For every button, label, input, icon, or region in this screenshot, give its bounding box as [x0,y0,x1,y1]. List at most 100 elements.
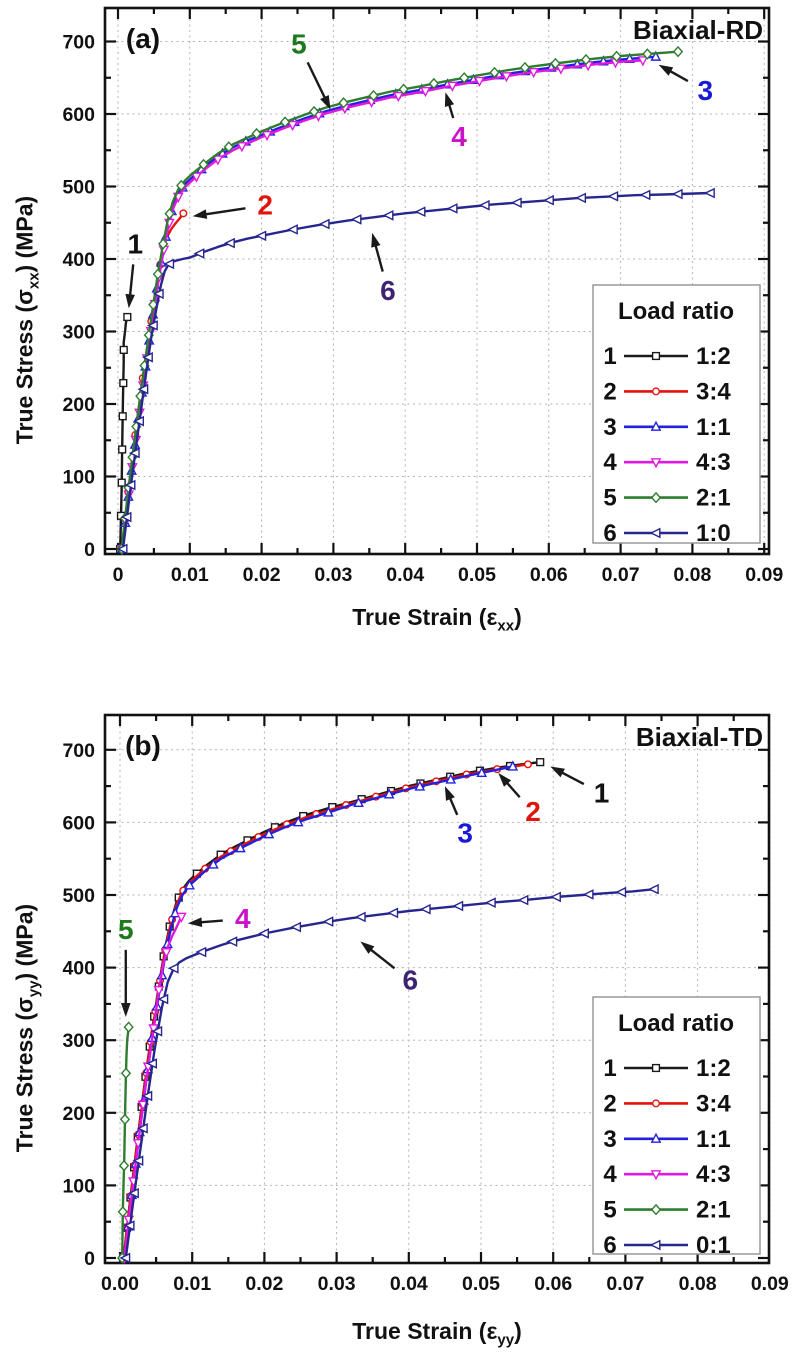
annotation-arrowhead [360,941,375,954]
marker-triangle-left [382,210,394,221]
marker-triangle-left [132,1155,144,1167]
marker-diamond [251,127,262,140]
marker-triangle-left [146,320,158,331]
annotations: 1 2 5 4 3 6 [125,28,714,309]
annotation-label-6: 6 [380,275,396,306]
legend-item-number: 4 [603,449,617,476]
marker-triangle-left [322,916,334,927]
marker-diamond [148,298,159,311]
annotation-label-1: 1 [594,777,610,808]
series-6-ratio-1-0 [116,187,715,555]
y-tick-label: 200 [62,394,95,416]
marker-triangle-left [484,897,496,908]
marker-diamond [117,1206,128,1218]
legend-box [592,284,761,544]
legend-item-ratio: 1:1 [696,414,731,441]
marker-circle [179,209,188,218]
marker-triangle-up [650,1132,662,1143]
marker-diamond [198,158,209,171]
marker-triangle-up [414,780,426,791]
marker-triangle-down [528,67,539,79]
panel-title: Biaxial-RD [633,15,763,45]
y-tick-label: 0 [84,539,95,561]
y-title-b-subscript: yy [25,980,43,998]
y-tick-label: 100 [62,1175,95,1197]
panel-title: Biaxial-TD [636,722,763,752]
curve-line [124,888,655,1259]
marker-triangle-left [137,383,149,395]
panel-a: 0 0.01 0.02 0.03 0.04 0.05 0.06 0.07 0.08 0.09 0 10… [62,6,783,587]
marker-diamond [279,116,291,128]
legend-item-ratio: 3:4 [696,1090,731,1117]
y-tick-label: 700 [62,32,95,54]
x-tick-label: 0.01 [171,564,209,586]
marker-diamond [223,141,234,153]
marker-triangle-left [128,447,140,459]
annotation-label-2: 2 [257,189,273,220]
marker-triangle-down [650,1170,662,1181]
marker-triangle-left [133,415,144,427]
marker-diamond [672,45,684,58]
legend-item-4-3: 4 4:3 [603,1161,730,1188]
annotation-label-6: 6 [402,965,418,996]
marker-triangle-up [445,773,457,784]
y-tick-label: 100 [62,467,95,489]
marker-triangle-down [650,458,662,469]
x-axis-title-b: True Strain (εyy) [352,1318,521,1349]
marker-diamond [368,89,379,102]
marker-diamond [119,1113,131,1126]
marker-triangle-left [286,224,298,235]
annotation-label-3: 3 [698,75,714,106]
marker-triangle-down [137,1100,149,1111]
x-tick-label: 0.04 [386,564,424,586]
marker-triangle-up [263,828,275,839]
marker-triangle-left [146,1058,158,1069]
marker-diamond [158,238,169,250]
marker-triangle-left [258,928,269,939]
marker-triangle-left [354,911,366,923]
tick-labels: 0 0.01 0.02 0.03 0.04 0.05 0.06 0.07 0.08 0.09 0 10… [62,32,783,587]
y-title-a-symbol: σ [11,289,38,305]
legend-item-ratio: 1:2 [696,1055,731,1082]
marker-triangle-up [323,806,334,817]
annotation-arrowhead [444,92,455,108]
marker-diamond [428,77,440,90]
marker-triangle-up [208,858,219,869]
x-title-a-symbol: ε [486,604,498,630]
x-tick-label: 0.07 [606,1273,644,1295]
marker-triangle-down [261,130,273,142]
curve-line [123,765,514,1259]
legend-item-ratio: 0:1 [696,1232,731,1259]
marker-triangle-down [474,76,485,88]
annotation-arrowhead [658,64,674,76]
legend-item-ratio: 4:3 [696,449,731,476]
marker-triangle-left [195,946,207,958]
y-tick-label: 400 [62,958,95,980]
x-tick-label: 0.07 [602,564,640,586]
marker-triangle-left [543,194,554,206]
marker-triangle-up [650,50,662,61]
marker-diamond [642,48,653,60]
legend-item-ratio: 3:4 [696,378,731,405]
x-tick-label: 0.05 [462,1273,500,1295]
marker-triangle-left [167,962,179,974]
marker-triangle-left [136,1122,148,1134]
marker-square [651,1063,661,1073]
legend-item-ratio: 1:2 [696,343,731,370]
legend-item-ratio: 1:1 [696,1126,731,1153]
legend-item-1-2: 1 1:2 [603,343,730,370]
marker-triangle-up [353,796,364,807]
marker-triangle-left [703,187,715,199]
marker-triangle-down [555,64,567,75]
marker-diamond [489,66,500,79]
legend-item-2-1: 5 2:1 [603,485,730,512]
annotation-label-4: 4 [451,121,467,152]
y-title-a-subscript: xx [25,272,43,290]
legend-item-number: 3 [603,414,616,441]
legend-item-ratio: 2:1 [696,485,731,512]
marker-diamond [164,207,175,220]
y-tick-label: 200 [62,1103,95,1125]
marker-triangle-left [478,199,490,211]
